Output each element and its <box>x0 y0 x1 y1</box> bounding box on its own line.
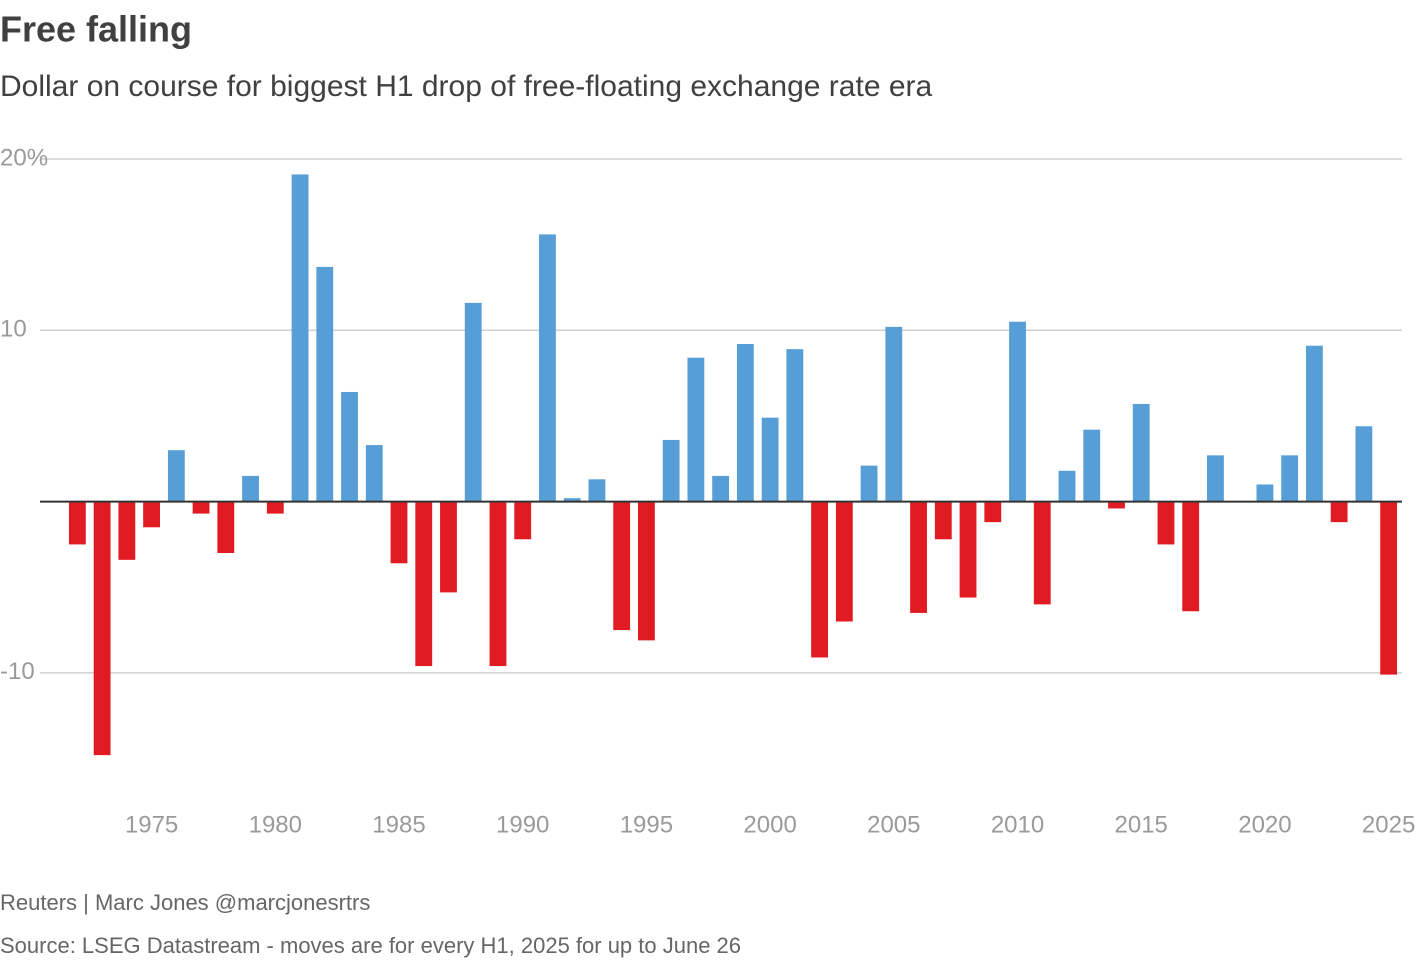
bar <box>662 439 680 502</box>
bar <box>959 501 977 598</box>
bar <box>93 501 111 756</box>
x-tick-label: 2010 <box>991 811 1044 838</box>
credit: Reuters | Marc Jones @marcjonesrtrs <box>0 890 370 915</box>
bar <box>192 501 210 514</box>
bar <box>588 479 606 502</box>
y-tick-label: 20% <box>0 144 48 171</box>
bar <box>266 501 284 514</box>
bar <box>910 501 927 613</box>
bar <box>860 465 878 502</box>
bar <box>563 498 581 502</box>
bar <box>341 391 358 502</box>
bar <box>934 501 952 540</box>
bar <box>1207 455 1224 502</box>
bar <box>1132 403 1150 502</box>
bar <box>712 475 730 502</box>
x-tick-label: 1975 <box>125 811 178 838</box>
bar <box>1305 345 1323 502</box>
bar <box>242 475 259 502</box>
bar <box>167 450 185 502</box>
bar <box>143 501 161 528</box>
bar <box>786 349 804 502</box>
bar <box>1256 484 1274 502</box>
bar <box>415 501 433 667</box>
x-tick-label: 2000 <box>743 811 796 838</box>
bar <box>440 501 457 593</box>
chart-title: Free falling <box>0 9 192 50</box>
bar <box>1058 470 1076 502</box>
x-tick-label: 1980 <box>249 811 302 838</box>
bar <box>68 501 86 545</box>
bar <box>1380 501 1398 675</box>
bar <box>1033 501 1051 605</box>
x-tick-label: 1990 <box>496 811 549 838</box>
bar <box>316 266 334 502</box>
bar <box>1157 501 1175 545</box>
bar <box>464 302 482 502</box>
y-tick-label: -10 <box>0 658 35 685</box>
bar <box>365 445 383 502</box>
x-tick-label: 2005 <box>867 811 920 838</box>
bar <box>885 326 903 502</box>
bar <box>835 501 853 622</box>
bar <box>1083 429 1101 502</box>
bar <box>390 501 408 564</box>
bar <box>217 501 235 553</box>
bar <box>687 357 705 502</box>
source: Source: LSEG Datastream - moves are for … <box>0 933 741 958</box>
bar <box>1330 501 1348 523</box>
x-tick-label: 2020 <box>1238 811 1291 838</box>
chart-subtitle: Dollar on course for biggest H1 drop of … <box>0 70 933 103</box>
bar <box>761 417 779 502</box>
bar <box>1108 501 1125 509</box>
bar <box>984 501 1002 523</box>
bar <box>811 501 829 658</box>
bar <box>1009 321 1026 502</box>
bar <box>118 501 136 560</box>
bar <box>514 501 532 540</box>
bar <box>1182 501 1200 612</box>
bar <box>736 344 754 502</box>
bar <box>291 174 309 502</box>
x-tick-label: 1995 <box>620 811 673 838</box>
bar <box>1355 426 1373 502</box>
bar <box>613 501 631 631</box>
bar <box>489 501 507 667</box>
x-tick-label: 2025 <box>1362 811 1415 838</box>
bar <box>539 234 556 502</box>
x-tick-label: 2015 <box>1115 811 1168 838</box>
x-tick-label: 1985 <box>372 811 425 838</box>
y-tick-label: 10 <box>0 316 27 343</box>
bar <box>637 501 655 641</box>
bar <box>1281 455 1299 502</box>
